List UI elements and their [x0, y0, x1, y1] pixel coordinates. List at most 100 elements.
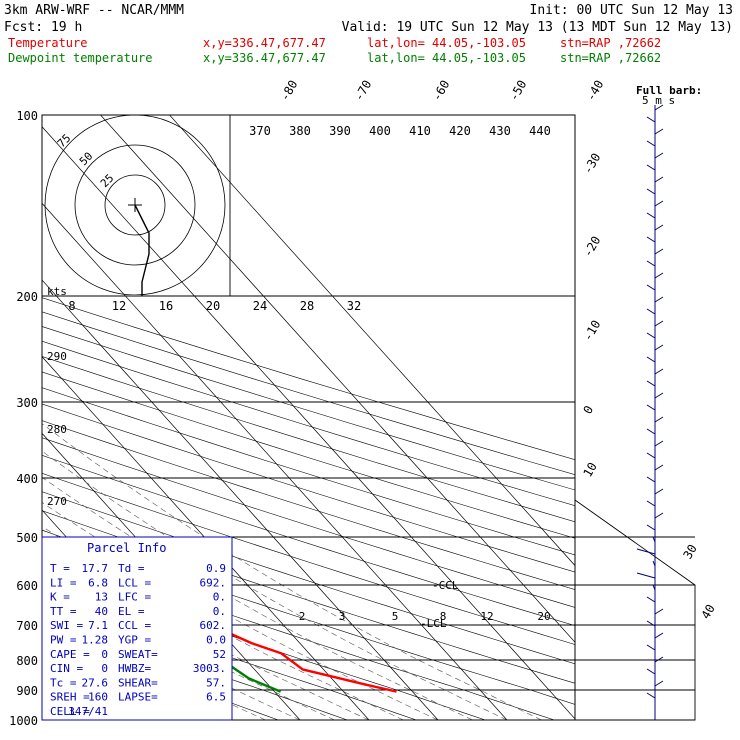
isotherm-label-top: -40	[583, 78, 606, 104]
theta-label-left: 280	[47, 423, 67, 436]
theta-label: 400	[369, 124, 391, 138]
wind-barb	[654, 608, 664, 615]
wind-barb	[646, 284, 656, 291]
isotherm-label-top: -70	[351, 78, 374, 104]
theta-label-left: 270	[47, 495, 67, 508]
parcel-info-cell: PW =	[50, 634, 77, 647]
parcel-info-cell: EL =	[118, 605, 145, 618]
parcel-info-cell: Tc =	[50, 676, 77, 689]
isotherm-line	[42, 126, 575, 720]
isotherm-label-lower: 40	[698, 602, 717, 622]
parcel-info-cell: SWI =	[50, 619, 83, 632]
wind-barbs	[636, 104, 664, 720]
parcel-info-cell: 1.28	[82, 634, 109, 647]
parcel-info-cell: 0	[101, 662, 108, 675]
isotherm-label-lower: 30	[680, 542, 699, 562]
wind-barb	[654, 128, 664, 135]
mixing-ratio-label: 28	[300, 299, 314, 313]
wind-barb	[646, 524, 656, 531]
pressure-label: 100	[16, 109, 38, 123]
wind-barb	[654, 152, 664, 159]
wind-barb	[646, 236, 656, 243]
wind-barb	[654, 200, 664, 207]
wind-barb	[652, 536, 656, 543]
lcl-label: -LCL	[420, 617, 447, 630]
parcel-info-cell: 0.0	[206, 634, 226, 647]
parcel-info-cell: 57.	[206, 676, 226, 689]
theta-label: 440	[529, 124, 551, 138]
dry-adiabat	[42, 297, 575, 460]
parcel-info-cell: CAPE =	[50, 648, 90, 661]
theta-label: 420	[449, 124, 471, 138]
parcel-info-cell: SREH =	[50, 691, 90, 704]
isotherm-line	[42, 279, 439, 720]
wind-barb	[646, 356, 656, 363]
wind-barb	[654, 512, 664, 519]
pressure-label: 400	[16, 472, 38, 486]
theta-label: 430	[489, 124, 511, 138]
wind-barb	[654, 176, 664, 183]
mixing-ratio-label-low: 8	[440, 610, 447, 623]
parcel-info-cell: 13	[95, 591, 108, 604]
theta-label: 370	[249, 124, 271, 138]
temp-latlon: lat,lon= 44.05,-103.05	[367, 36, 526, 50]
mixing-ratio-label: 32	[347, 299, 361, 313]
parcel-info-title: Parcel Info	[87, 541, 166, 555]
pressure-label: 500	[16, 531, 38, 545]
wind-barb	[654, 656, 664, 663]
wind-barb	[654, 296, 664, 303]
hodograph-area	[44, 115, 226, 295]
mixing-ratio-label-low: 12	[480, 610, 493, 623]
parcel-info-cell: LCL =	[118, 576, 151, 589]
wind-barb	[654, 248, 664, 255]
parcel-info-cell: 7.1	[88, 619, 108, 632]
wind-barb	[646, 188, 656, 195]
hodograph-ring	[74, 144, 196, 266]
dewpoint-legend: Dewpoint temperature	[8, 51, 153, 65]
hodograph-ring-label: 75	[55, 132, 74, 151]
parcel-info-cell: 0.	[213, 591, 226, 604]
mixing-ratio-label: 12	[112, 299, 126, 313]
wind-barb	[646, 260, 656, 267]
dry-adiabat	[42, 311, 575, 475]
moist-adiabat	[42, 526, 404, 720]
parcel-info-cell: LAPSE=	[118, 691, 158, 704]
theta-label: 390	[329, 124, 351, 138]
parcel-info-cell: SHEAR=	[118, 676, 158, 689]
hodograph-ring-label: 25	[98, 172, 117, 191]
parcel-info-cell: K =	[50, 591, 70, 604]
wind-barb	[646, 404, 656, 411]
parcel-info-cell: 602.	[200, 619, 227, 632]
isotherm-line	[169, 115, 575, 567]
wind-barb	[654, 440, 664, 447]
parcel-info-cell: LI =	[50, 576, 77, 589]
wind-barb	[646, 116, 656, 123]
wind-barb	[646, 644, 656, 651]
dry-adiabat	[42, 437, 575, 608]
isotherm-label-right: 0	[580, 403, 596, 416]
wind-barb	[646, 500, 656, 507]
parcel-info-cell: HWBZ=	[118, 662, 151, 675]
dry-adiabat	[42, 491, 575, 665]
theta-label-left: 290	[47, 350, 67, 363]
hodograph-ring	[104, 174, 166, 236]
parcel-info-cell: 160	[88, 691, 108, 704]
parcel-info-cell: 6.5	[206, 691, 226, 704]
wind-barb	[636, 548, 656, 555]
wind-barb	[654, 392, 664, 399]
theta-label: 410	[409, 124, 431, 138]
wind-barb	[654, 488, 664, 495]
theta-label: 380	[289, 124, 311, 138]
mixing-ratio-label: 8	[68, 299, 75, 313]
parcel-info-cell: 0	[101, 648, 108, 661]
wind-barb	[654, 416, 664, 423]
dry-adiabat	[42, 454, 575, 626]
parcel-info-cell: CIN =	[50, 662, 83, 675]
wind-barb	[646, 140, 656, 147]
temp-xy: x,y=336.47,677.47	[203, 36, 326, 50]
parcel-info-cell: T =	[50, 562, 70, 575]
pressure-label: 300	[16, 396, 38, 410]
parcel-info-cell: 0.9	[206, 562, 226, 575]
